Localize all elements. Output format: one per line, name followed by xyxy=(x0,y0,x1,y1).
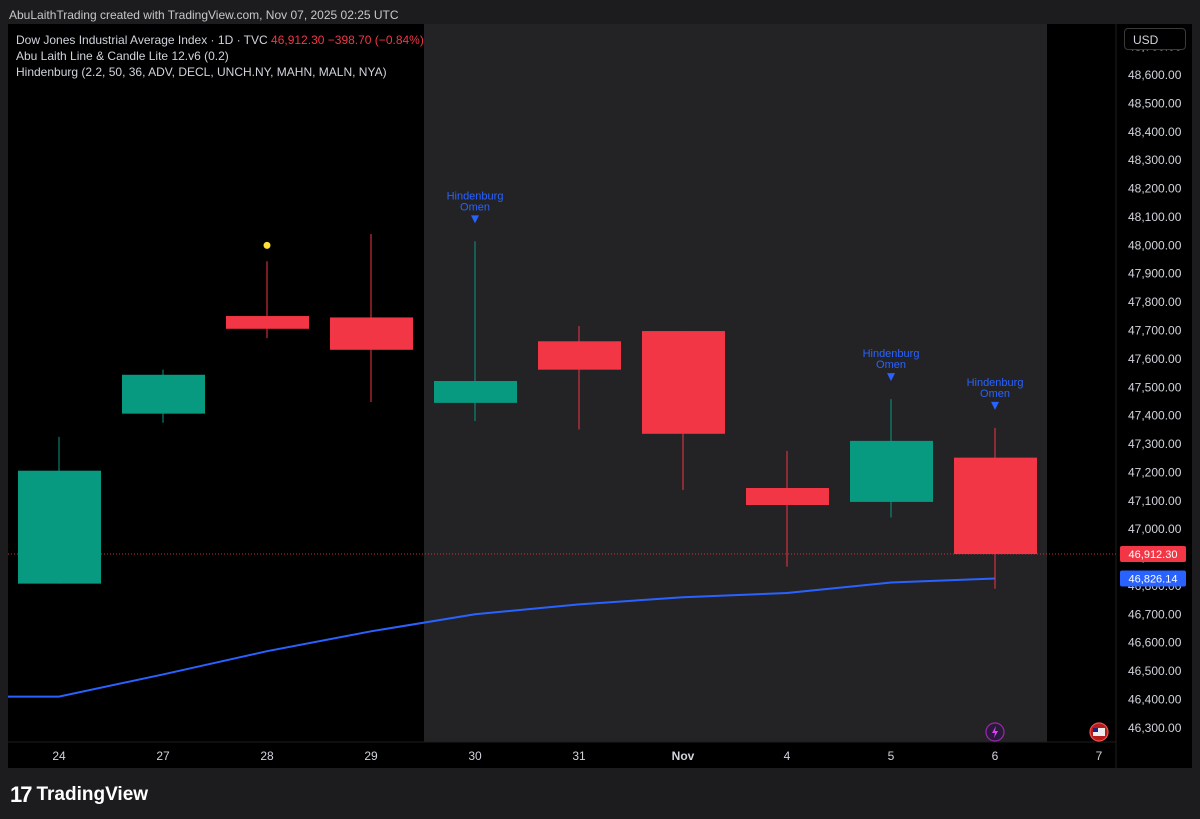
y-tick-label: 46,500.00 xyxy=(1128,664,1182,678)
candle-body xyxy=(330,317,413,350)
candle-body xyxy=(538,341,621,370)
y-tick-label: 48,300.00 xyxy=(1128,153,1182,167)
chart-legend: Dow Jones Industrial Average Index · 1D … xyxy=(16,32,424,80)
y-tick-label: 47,900.00 xyxy=(1128,267,1182,281)
y-tick-label: 47,400.00 xyxy=(1128,409,1182,423)
us-flag-canton-icon xyxy=(1093,728,1098,732)
annotation-label: Hindenburg xyxy=(967,377,1024,389)
annotation-arrow-icon xyxy=(991,401,999,410)
x-tick-label: 31 xyxy=(572,749,586,763)
legend-symbol: Dow Jones Industrial Average Index · 1D … xyxy=(16,33,268,47)
candle-body xyxy=(226,316,309,329)
candle-body xyxy=(746,488,829,506)
legend-indicator-1[interactable]: Abu Laith Line & Candle Lite 12.v6 (0.2) xyxy=(16,49,229,63)
last-price-label-bg xyxy=(1120,546,1186,563)
annotation-label: Hindenburg xyxy=(863,348,920,360)
y-tick-label: 46,300.00 xyxy=(1128,721,1182,735)
x-tick-label: 28 xyxy=(260,749,274,763)
x-tick-label: 27 xyxy=(156,749,170,763)
last-price-label: 46,912.30 xyxy=(1129,549,1178,561)
x-tick-label: 24 xyxy=(52,749,66,763)
tradingview-mark-icon: 17 xyxy=(10,782,33,807)
top-caption-bar: AbuLaithTrading created with TradingView… xyxy=(0,0,1200,26)
candle-body xyxy=(18,470,101,584)
tradingview-wordmark: TradingView xyxy=(36,784,149,805)
annotation-arrow-icon xyxy=(887,373,895,382)
y-tick-label: 46,600.00 xyxy=(1128,636,1182,650)
annotation-label: Omen xyxy=(460,201,490,213)
y-tick-label: 47,500.00 xyxy=(1128,380,1182,394)
ma-price-label-bg xyxy=(1120,570,1186,587)
y-tick-label: 47,600.00 xyxy=(1128,352,1182,366)
ma-price-label: 46,826.14 xyxy=(1129,573,1178,585)
us-flag-stripes-icon xyxy=(1093,728,1105,736)
ma-line xyxy=(8,577,996,698)
x-tick-label: 4 xyxy=(784,749,791,763)
legend-last-price: 46,912.30 xyxy=(271,33,325,47)
signal-dot xyxy=(263,241,271,249)
x-tick-label: 5 xyxy=(888,749,895,763)
legend-symbol-line[interactable]: Dow Jones Industrial Average Index · 1D … xyxy=(16,32,424,48)
annotation-label: Omen xyxy=(876,359,906,371)
legend-change: −398.70 (−0.84%) xyxy=(327,33,424,47)
y-tick-label: 46,400.00 xyxy=(1128,692,1182,706)
x-tick-label: 7 xyxy=(1096,749,1103,763)
x-tick-label: 30 xyxy=(468,749,482,763)
y-tick-label: 48,100.00 xyxy=(1128,210,1182,224)
y-tick-label: 47,200.00 xyxy=(1128,465,1182,479)
y-tick-label: 47,800.00 xyxy=(1128,295,1182,309)
candle-body xyxy=(954,457,1037,555)
y-tick-label: 47,300.00 xyxy=(1128,437,1182,451)
annotation-label: Omen xyxy=(980,388,1010,400)
y-tick-label: 47,700.00 xyxy=(1128,323,1182,337)
candle-body xyxy=(642,331,725,434)
lightning-bolt-icon xyxy=(992,726,998,738)
annotation-arrow-icon xyxy=(471,215,479,224)
caption-text: AbuLaithTrading created with TradingView… xyxy=(9,8,399,22)
tradingview-logo[interactable]: 17 TradingView xyxy=(10,782,148,808)
footer-bar xyxy=(0,768,1200,819)
highlight-range xyxy=(424,24,1047,742)
y-tick-label: 48,600.00 xyxy=(1128,68,1182,82)
y-tick-label: 46,700.00 xyxy=(1128,607,1182,621)
y-tick-label: 48,400.00 xyxy=(1128,125,1182,139)
y-tick-label: 48,500.00 xyxy=(1128,96,1182,110)
y-tick-label: 47,100.00 xyxy=(1128,494,1182,508)
x-tick-label: 29 xyxy=(364,749,378,763)
legend-indicator-2[interactable]: Hindenburg (2.2, 50, 36, ADV, DECL, UNCH… xyxy=(16,65,387,79)
y-tick-label: 47,000.00 xyxy=(1128,522,1182,536)
x-tick-label: 6 xyxy=(992,749,999,763)
candle-body xyxy=(122,374,205,414)
candle-body xyxy=(434,381,517,403)
currency-button[interactable]: USD xyxy=(1124,28,1186,50)
x-tick-label: Nov xyxy=(672,749,695,763)
y-tick-label: 48,000.00 xyxy=(1128,238,1182,252)
candle-body xyxy=(850,440,933,502)
y-tick-label: 48,200.00 xyxy=(1128,182,1182,196)
annotation-label: Hindenburg xyxy=(447,190,504,202)
